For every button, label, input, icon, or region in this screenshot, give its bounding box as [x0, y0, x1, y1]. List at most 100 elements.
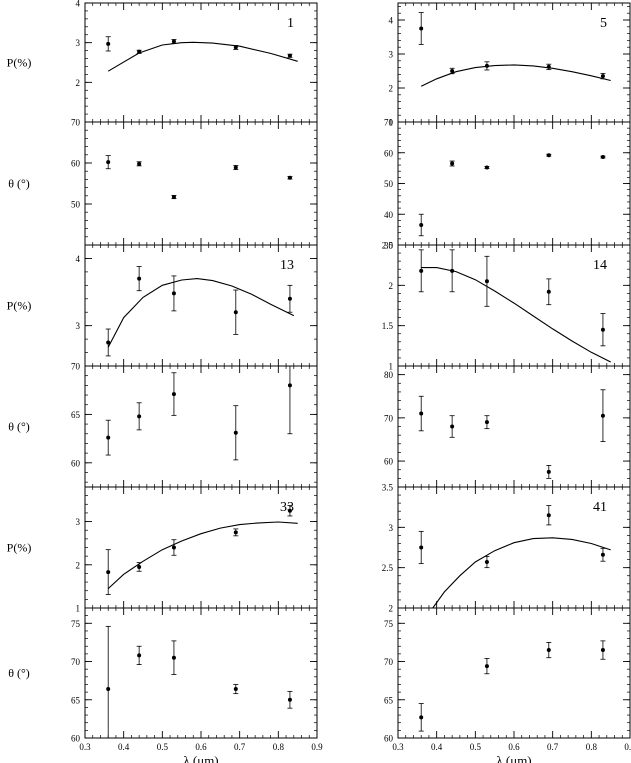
- data-marker: [450, 161, 455, 166]
- data-point: [418, 530, 424, 565]
- model-curve: [107, 521, 298, 590]
- y-tick-label: 4: [76, 0, 81, 9]
- y-tick-label: 4: [389, 16, 394, 26]
- data-point: [105, 625, 111, 738]
- data-marker: [450, 268, 455, 273]
- data-marker: [137, 49, 142, 54]
- data-marker: [546, 64, 551, 69]
- data-point: [546, 63, 552, 71]
- y-axis-label: P(%): [7, 299, 32, 313]
- y-tick-label: 3.5: [382, 483, 394, 493]
- data-point: [600, 389, 606, 443]
- data-marker: [419, 715, 424, 720]
- x-tick-label: 0.5: [470, 742, 482, 752]
- x-axis-label: λ (μm): [183, 753, 218, 763]
- panel-label: 1: [287, 16, 294, 31]
- data-marker: [419, 411, 424, 416]
- panel-33-P: 1 2 3 P(%) 33: [7, 486, 318, 614]
- y-tick-label: 65: [71, 695, 81, 705]
- data-point: [600, 640, 606, 660]
- y-tick-label: 2.5: [382, 563, 394, 573]
- model-curve: [432, 537, 611, 608]
- data-marker: [287, 383, 292, 388]
- panel-1-P: 2 3 4 P(%) 1: [7, 0, 318, 123]
- y-tick-label: 50: [71, 200, 81, 210]
- y-tick-label: 1: [389, 118, 394, 128]
- panel-1-theta: 50 60 70 θ (°): [8, 118, 318, 246]
- y-tick-label: 60: [71, 458, 81, 468]
- y-tick-label: 75: [71, 619, 81, 629]
- data-point: [171, 640, 177, 675]
- data-marker: [484, 165, 489, 170]
- data-marker: [546, 153, 551, 158]
- data-point: [418, 703, 424, 732]
- data-marker: [233, 310, 238, 315]
- data-marker: [171, 655, 176, 660]
- data-marker: [484, 664, 489, 669]
- data-marker: [287, 53, 292, 58]
- y-axis-label: θ (°): [8, 420, 30, 434]
- data-marker: [233, 687, 238, 692]
- y-tick-label: 70: [71, 657, 81, 667]
- y-tick-label: 1: [389, 362, 394, 372]
- data-point: [484, 415, 490, 430]
- data-marker: [600, 155, 605, 160]
- x-tick-label: 0.7: [547, 742, 559, 752]
- data-marker: [287, 296, 292, 301]
- panel-label: 33: [280, 500, 294, 515]
- data-point: [600, 155, 606, 160]
- data-marker: [137, 414, 142, 419]
- data-point: [546, 153, 552, 158]
- data-point: [136, 645, 142, 665]
- x-tick-label: 0.8: [586, 742, 598, 752]
- y-tick-label: 1.5: [382, 321, 394, 331]
- data-point: [287, 53, 293, 58]
- plot-frame: [84, 121, 318, 246]
- panel-13-P: 3 4 P(%) 13: [7, 244, 318, 367]
- data-marker: [171, 195, 176, 200]
- data-point: [171, 372, 177, 416]
- y-tick-label: 60: [384, 148, 394, 158]
- data-marker: [171, 392, 176, 397]
- data-point: [546, 642, 552, 659]
- panel-label: 41: [593, 500, 607, 515]
- data-marker: [171, 39, 176, 44]
- data-marker: [546, 469, 551, 474]
- panel-33-theta: 60 65 70 75 0.3 0.4 0.5 0.6 0.7 0.8 0.9 θ (°) λ (μm): [8, 607, 323, 763]
- data-marker: [106, 41, 111, 46]
- x-tick-label: 0.6: [195, 742, 207, 752]
- y-tick-label: 2.5: [382, 241, 394, 251]
- plot-frame: [397, 365, 631, 488]
- data-marker: [600, 74, 605, 79]
- data-point: [233, 165, 239, 170]
- y-tick-label: 70: [384, 118, 394, 128]
- data-marker: [171, 545, 176, 550]
- y-tick-label: 3: [389, 523, 394, 533]
- data-marker: [546, 289, 551, 294]
- data-point: [418, 249, 424, 293]
- data-point: [484, 61, 490, 71]
- model-curve: [107, 41, 298, 72]
- data-point: [449, 160, 455, 167]
- y-tick-label: 70: [384, 657, 394, 667]
- y-tick-label: 50: [384, 179, 394, 189]
- data-marker: [600, 552, 605, 557]
- y-tick-label: 4: [76, 254, 81, 264]
- data-marker: [287, 175, 292, 180]
- y-tick-label: 60: [384, 734, 394, 744]
- data-point: [600, 313, 606, 347]
- plot-frame: [84, 2, 318, 123]
- data-point: [136, 562, 142, 572]
- data-point: [105, 36, 111, 52]
- panel-41-theta: 60 65 70 75 0.3 0.4 0.5 0.6 0.7 0.8 0.9 λ (μm): [384, 607, 631, 763]
- data-point: [287, 690, 293, 709]
- y-tick-label: 60: [71, 159, 81, 169]
- data-point: [233, 289, 239, 335]
- panel-14-P: 1 1.5 2 2.5 14: [382, 241, 631, 372]
- y-axis-label: θ (°): [8, 177, 30, 191]
- plot-frame: [397, 607, 631, 739]
- data-marker: [450, 69, 455, 73]
- data-point: [418, 213, 424, 237]
- data-marker: [106, 160, 111, 165]
- data-point: [546, 505, 552, 526]
